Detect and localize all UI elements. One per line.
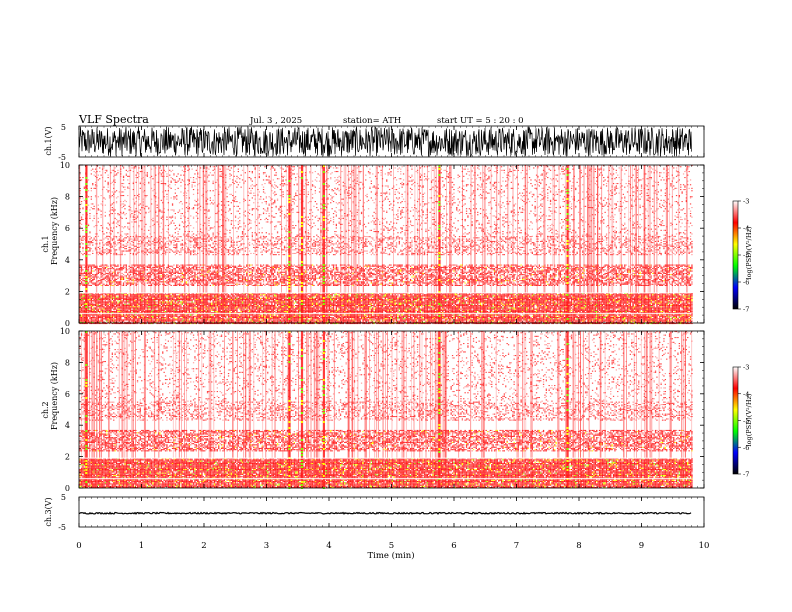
ch1-waveform-ylabel: ch.1(V) — [44, 126, 53, 155]
ch2-colorbar-tick: -7 — [743, 471, 749, 479]
time-axis-tick: 4 — [326, 541, 331, 551]
time-axis-tick: 10 — [699, 541, 710, 551]
start-ut-label: start UT = 5 : 20 : 0 — [437, 116, 524, 126]
time-axis-tick: 6 — [451, 541, 456, 551]
bright-emission-line — [288, 165, 290, 323]
time-axis-tick: 8 — [576, 541, 581, 551]
spectrogram-band — [80, 236, 693, 255]
time-axis-tick: 3 — [264, 541, 269, 551]
spectrogram-band — [80, 165, 693, 237]
ch1-waveform-panel: 5 -5 ch.1(V) — [44, 123, 704, 162]
station-label: station= ATH — [343, 116, 401, 126]
time-axis-tick: 2 — [201, 541, 206, 551]
vlf-spectra-figure: VLF Spectra Jul. 3 , 2025 station= ATH s… — [0, 0, 792, 612]
ch3-ytick-top: 5 — [61, 493, 66, 502]
ch1-spectrogram-ytick: 6 — [65, 224, 70, 233]
ch2-spectrogram-ytick: 2 — [65, 453, 70, 462]
ch3-waveform-frame — [79, 497, 704, 527]
ch2-spectrogram-ytick: 8 — [65, 358, 70, 367]
ch1-spectrogram-ylabel: Frequency (kHz) — [50, 197, 59, 265]
ch2-spectrogram-channel-label: ch.2 — [41, 401, 50, 418]
ch1-spectrogram-ytick: 4 — [65, 256, 70, 265]
ch1-colorbar-tick: -7 — [743, 306, 749, 314]
time-axis-tick: 5 — [389, 541, 394, 551]
ch3-ytick-bottom: -5 — [58, 523, 66, 532]
ch2-spectrogram-ytick: 0 — [65, 484, 70, 493]
ch1-colorbar-tick: -3 — [743, 198, 749, 206]
spectrogram-band — [80, 293, 693, 324]
bright-emission-line — [438, 165, 440, 323]
time-axis-tick: 7 — [514, 541, 519, 551]
time-axis-tick: 9 — [639, 541, 644, 551]
spectrogram-band — [80, 265, 693, 287]
bright-emission-line — [323, 165, 325, 323]
figure-title: VLF Spectra — [78, 113, 149, 126]
ch2-colorbar-label: log(PSD)(V²/Hz) — [745, 393, 753, 446]
ch2-spectrogram-ytick: 10 — [60, 327, 70, 336]
ch1-spectrogram-channel-label: ch.1 — [41, 235, 50, 252]
ch2-spectrogram-ytick: 6 — [65, 390, 70, 399]
ch3-waveform-panel: 5 -5 ch.3(V) — [44, 493, 704, 532]
ch1-spectrogram-ytick: 2 — [65, 287, 70, 296]
ch1-ytick-top: 5 — [61, 123, 66, 132]
time-axis-label: Time (min) — [367, 550, 414, 561]
time-axis-tick: 0 — [76, 541, 81, 551]
time-axis-tick: 1 — [139, 541, 144, 551]
ch1-spectrogram-ytick: 8 — [65, 193, 70, 202]
ch1-spectrogram-ytick: 10 — [60, 161, 70, 170]
ch2-spectrogram-image — [79, 331, 693, 489]
ch2-spectrogram-ytick: 4 — [65, 421, 70, 430]
ch2-spectrogram-ylabel: Frequency (kHz) — [50, 362, 59, 430]
ch1-colorbar-label: log(PSD)(V²/Hz) — [745, 226, 753, 279]
ch3-waveform-ylabel: ch.3(V) — [44, 497, 53, 526]
ch2-colorbar-tick: -3 — [743, 364, 749, 372]
date-label: Jul. 3 , 2025 — [249, 116, 302, 126]
ch1-spectrogram-image — [79, 165, 693, 324]
